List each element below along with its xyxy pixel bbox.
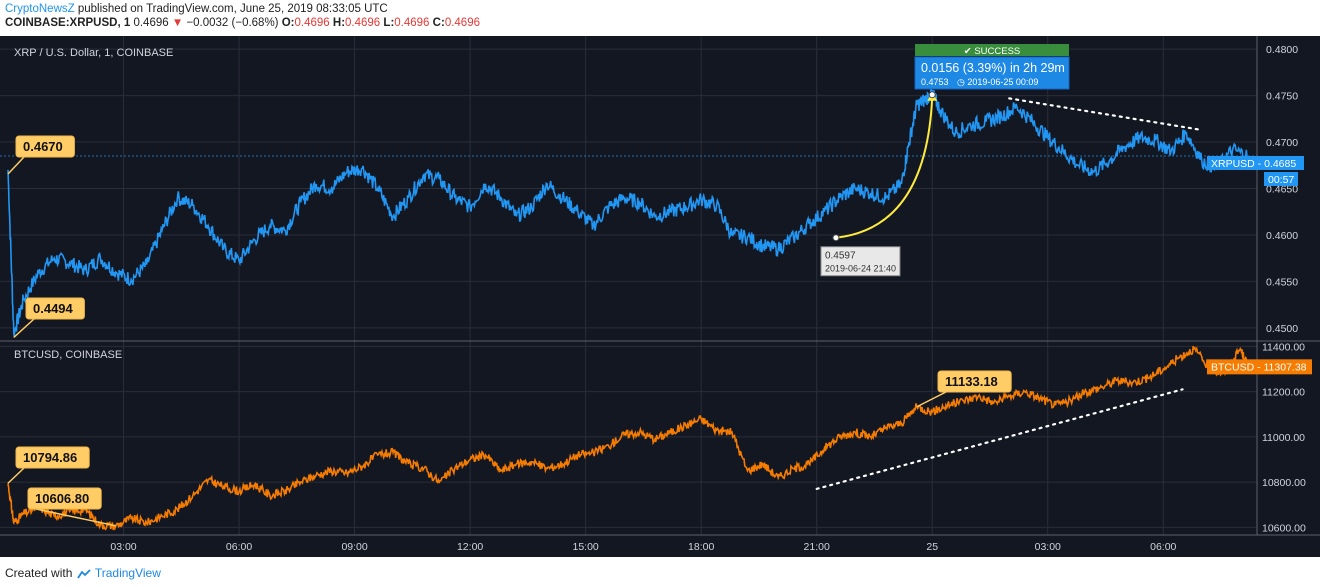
btc-last-tag <box>1207 359 1312 375</box>
xrp-price-tick: 0.4500 <box>1266 323 1298 335</box>
high-value: 0.4696 <box>345 17 381 29</box>
ohlc-line: COINBASE:XRPUSD, 1 0.4696 ▼ −0.0032 (−0.… <box>5 17 480 29</box>
btc-callout-start-label: 10794.86 <box>23 450 77 465</box>
xrp-pane-title: XRP / U.S. Dollar, 1, COINBASE <box>14 47 173 59</box>
xrp-price-tick: 0.4650 <box>1266 184 1298 196</box>
measure-start-dot <box>832 234 840 242</box>
measure-arrow <box>835 96 934 239</box>
chart-canvas[interactable]: XRP / U.S. Dollar, 1, COINBASE BTCUSD, C… <box>0 36 1320 557</box>
measure-result: 0.0156 (3.39%) in 2h 29m <box>921 61 1065 75</box>
btc-pane-title: BTCUSD, COINBASE <box>14 349 122 361</box>
xrp-price-tick: 0.4750 <box>1266 91 1298 103</box>
time-tick: 18:00 <box>688 541 714 553</box>
xrp-last-tag-left <box>1207 155 1257 170</box>
measure-end-price: 0.4753 <box>921 77 949 87</box>
btc-callout-low-box <box>27 487 102 510</box>
time-tick: 15:00 <box>572 541 598 553</box>
xrp-trendline <box>1008 97 1203 132</box>
xrp-countdown-tag <box>1264 171 1298 186</box>
high-label: H: <box>332 17 346 29</box>
btc-callout-low-label: 10606.80 <box>35 491 89 506</box>
xrp-callout-high-box <box>15 135 75 158</box>
low-label: L: <box>383 17 395 29</box>
btc-price-tick: 11000.00 <box>1262 432 1305 444</box>
publish-line: CryptoNewsZ published on TradingView.com… <box>5 3 388 15</box>
tradingview-link[interactable]: TradingView <box>94 566 161 580</box>
publish-text: published on TradingView.com, June 25, 2… <box>77 3 388 15</box>
btc-callout-mid-pointer <box>916 391 947 408</box>
low-value: 0.4696 <box>394 17 430 29</box>
time-tick: 12:00 <box>457 541 483 553</box>
chart-background <box>0 36 1320 557</box>
success-label: ✔ SUCCESS <box>964 46 1021 57</box>
btc-price-tick: 11200.00 <box>1262 387 1305 399</box>
btc-callout-mid-box <box>937 370 1012 393</box>
created-with-text: Created with <box>5 566 73 580</box>
btc-callout-start-box <box>15 446 90 469</box>
xrp-price-tick: 0.4600 <box>1266 230 1298 242</box>
measure-start-date: 2019-06-24 21:40 <box>825 264 896 274</box>
xrp-callout-low-box <box>25 297 85 320</box>
btc-price-tick: 10600.00 <box>1262 522 1306 534</box>
publisher-link[interactable]: CryptoNewsZ <box>5 3 75 15</box>
symbol-label: COINBASE:XRPUSD, 1 <box>5 17 131 29</box>
xrp-last-tag <box>1257 155 1304 170</box>
measure-start-box <box>820 246 901 277</box>
btc-callout-low-pointer <box>35 508 116 527</box>
btc-trendline <box>815 388 1184 490</box>
xrp-price-tick: 0.4700 <box>1266 137 1298 149</box>
xrp-series-line[interactable] <box>7 86 1249 337</box>
xrp-callout-low-pointer <box>13 318 35 338</box>
measure-start-price: 0.4597 <box>825 251 856 262</box>
time-tick: 03:00 <box>1035 541 1061 553</box>
gridlines <box>0 36 1257 535</box>
time-tick: 06:00 <box>1150 541 1176 553</box>
tradingview-cloud-icon <box>76 569 91 579</box>
xrp-callout-high-label: 0.4670 <box>23 139 63 154</box>
xrp-price-tick: 0.4800 <box>1266 44 1298 56</box>
xrp-price-tick: 0.4550 <box>1266 276 1298 288</box>
time-tick: 03:00 <box>110 541 136 553</box>
btc-callout-mid-label: 11133.18 <box>945 374 998 389</box>
btc-last-label: BTCUSD - 11307.38 <box>1211 361 1307 373</box>
btc-series-line[interactable] <box>7 345 1249 531</box>
close-label: C: <box>432 17 445 29</box>
open-value: 0.4696 <box>294 17 330 29</box>
time-tick: 25 <box>926 541 938 553</box>
xrp-last-label: XRPUSD - 0.4685 <box>1211 158 1296 170</box>
close-value: 0.4696 <box>444 17 480 29</box>
last-price: 0.4696 <box>133 17 169 29</box>
time-tick: 09:00 <box>341 541 367 553</box>
success-badge <box>915 44 1069 56</box>
open-label: O: <box>281 17 295 29</box>
footer: Created with TradingView <box>5 566 161 580</box>
measure-result-box <box>914 56 1070 90</box>
btc-callout-start-pointer <box>7 467 25 484</box>
xrp-callout-high-pointer <box>7 156 25 175</box>
price-change: −0.0032 (−0.68%) <box>186 17 279 29</box>
time-tick: 21:00 <box>804 541 830 553</box>
down-arrow-icon: ▼ <box>171 17 184 29</box>
btc-price-tick: 11400.00 <box>1262 341 1305 353</box>
measure-end-dot <box>928 91 936 99</box>
time-tick: 06:00 <box>226 541 252 553</box>
measure-end-date: ◷ 2019-06-25 00:09 <box>957 77 1038 87</box>
btc-price-tick: 10800.00 <box>1262 477 1306 489</box>
xrp-callout-low-label: 0.4494 <box>33 301 74 316</box>
xrp-countdown: 00:57 <box>1268 174 1294 186</box>
